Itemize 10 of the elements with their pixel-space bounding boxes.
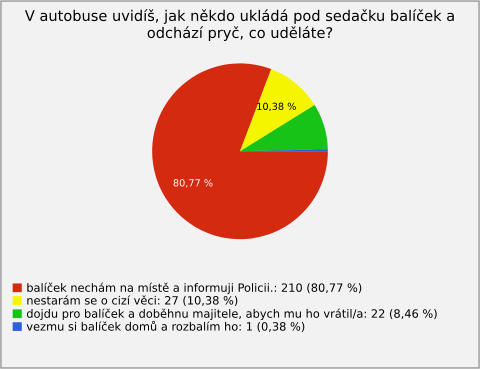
chart-title: V autobuse uvidíš, jak někdo ukládá pod sedačku balíček a odchází pryč, co uděláte? — [24, 9, 454, 41]
legend-label: vezmu si balíček domů a rozbalím ho: 1 (0,38 %) — [26, 320, 304, 332]
legend-label: balíček nechám na místě a informuji Policii.: 210 (80,77 %) — [27, 282, 362, 294]
pie-slice — [240, 104, 328, 152]
data-label: 80,77 % — [174, 179, 213, 188]
data-label: 10,38 % — [257, 102, 296, 112]
legend-label: nestarám se o cizí věci: 27 (10,38 %) — [27, 295, 238, 306]
legend-label: dojdu pro balíček a doběhnu majitele, abych mu ho vrátil/a: 22 (8,46 %) — [26, 308, 437, 320]
pie-slice — [240, 69, 315, 152]
pie-slice — [152, 63, 328, 240]
